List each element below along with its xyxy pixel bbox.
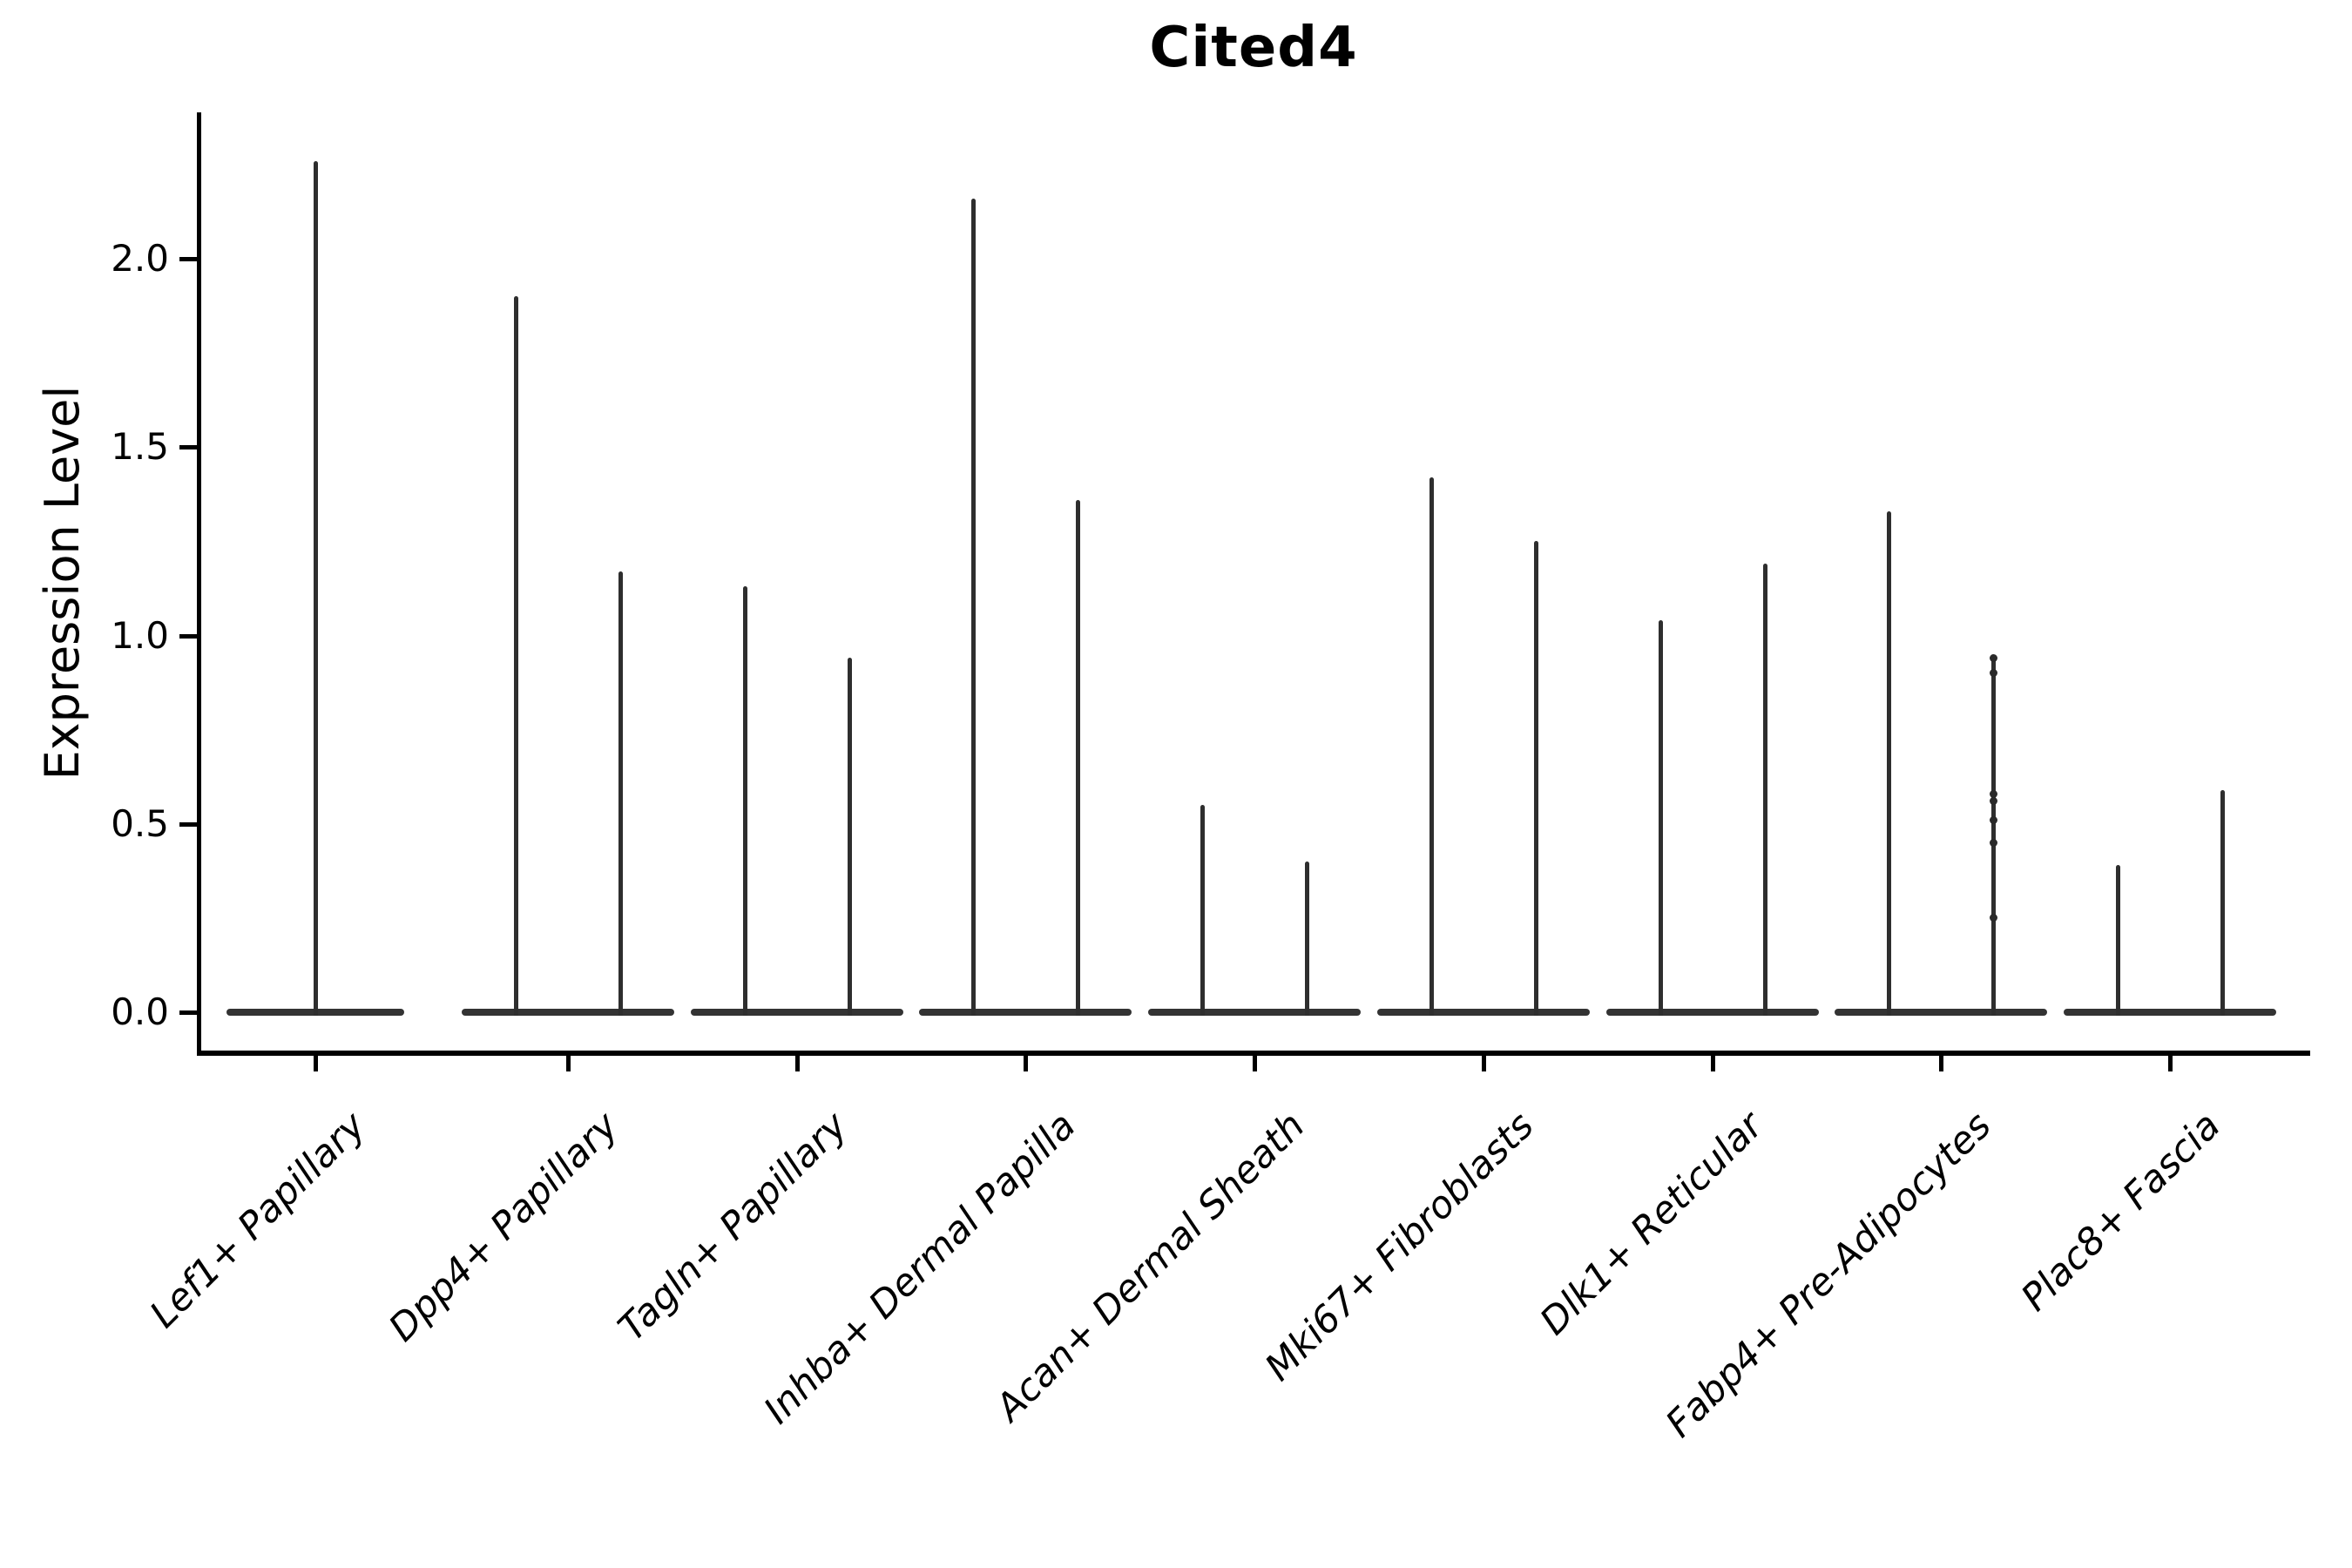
- x-tick-label: Mki67+ Fibroblasts: [1256, 1104, 1543, 1390]
- expression-point-dot: [1989, 669, 1997, 678]
- violin-base: [2064, 1009, 2276, 1016]
- y-tick: [179, 821, 197, 827]
- y-tick-label: 0.0: [111, 990, 169, 1033]
- violin-spike: [1887, 510, 1891, 1016]
- x-tick: [1711, 1056, 1715, 1071]
- x-axis-spine: [197, 1051, 2310, 1056]
- y-tick: [179, 633, 197, 639]
- violin-spike: [1076, 499, 1080, 1016]
- violin-spike: [2220, 789, 2225, 1016]
- expression-point-dot: [1989, 653, 1997, 662]
- expression-point-dot: [1989, 797, 1997, 806]
- violin-spike: [618, 571, 623, 1016]
- violin-base: [1377, 1009, 1590, 1016]
- violin-spike: [314, 160, 318, 1016]
- x-tick: [1253, 1056, 1257, 1071]
- violin-spike: [1991, 658, 1996, 1016]
- violin-spike: [1534, 541, 1538, 1016]
- violin-base: [691, 1009, 903, 1016]
- x-tick-label: Tagln+ Papillary: [610, 1104, 856, 1350]
- x-tick: [314, 1056, 318, 1071]
- x-tick-label: Dlk1+ Reticular: [1531, 1104, 1772, 1344]
- y-tick-label: 0.5: [111, 801, 169, 845]
- violin-spike: [1763, 564, 1767, 1016]
- y-tick-label: 1.5: [111, 425, 169, 469]
- expression-point-dot: [1989, 815, 1997, 824]
- x-tick: [2168, 1056, 2173, 1071]
- x-tick-label: Dpp4+ Papillary: [381, 1104, 627, 1350]
- x-tick: [795, 1056, 800, 1071]
- expression-point-dot: [1989, 838, 1997, 847]
- y-tick: [179, 1010, 197, 1015]
- violin-base: [462, 1009, 674, 1016]
- violin-spike: [1429, 476, 1434, 1016]
- violin-spike: [514, 296, 518, 1016]
- violin-spike: [1305, 862, 1309, 1016]
- x-tick-label: Fabp4+ Pre-Adipocytes: [1657, 1104, 2000, 1447]
- violin-base: [1835, 1009, 2047, 1016]
- x-tick: [1939, 1056, 1943, 1071]
- x-tick: [1482, 1056, 1486, 1071]
- expression-point-dot: [1989, 914, 1997, 923]
- y-axis-spine: [197, 112, 201, 1056]
- x-tick: [1024, 1056, 1028, 1071]
- y-tick-label: 2.0: [111, 237, 169, 280]
- x-tick-label: Inhba+ Dermal Papilla: [755, 1104, 1085, 1433]
- y-tick-label: 1.0: [111, 613, 169, 657]
- x-tick-label: Lef1+ Papillary: [141, 1104, 375, 1337]
- y-tick: [179, 257, 197, 261]
- violin-base: [919, 1009, 1132, 1016]
- violin-spike: [2116, 865, 2120, 1016]
- x-tick-label: Plac8+ Fascia: [2012, 1104, 2229, 1321]
- y-tick: [179, 445, 197, 450]
- x-tick-label: Acan+ Dermal Sheath: [987, 1104, 1314, 1430]
- chart-title: Cited4: [1149, 16, 1358, 80]
- violin-spike: [1659, 620, 1663, 1016]
- violin-spike: [1200, 805, 1205, 1016]
- x-tick: [566, 1056, 571, 1071]
- violin-spike: [743, 586, 747, 1016]
- violin-base: [1606, 1009, 1819, 1016]
- violin-spike: [971, 198, 976, 1016]
- violin-base: [1148, 1009, 1361, 1016]
- expression-point-dot: [1989, 789, 1997, 798]
- violin-spike: [848, 658, 852, 1016]
